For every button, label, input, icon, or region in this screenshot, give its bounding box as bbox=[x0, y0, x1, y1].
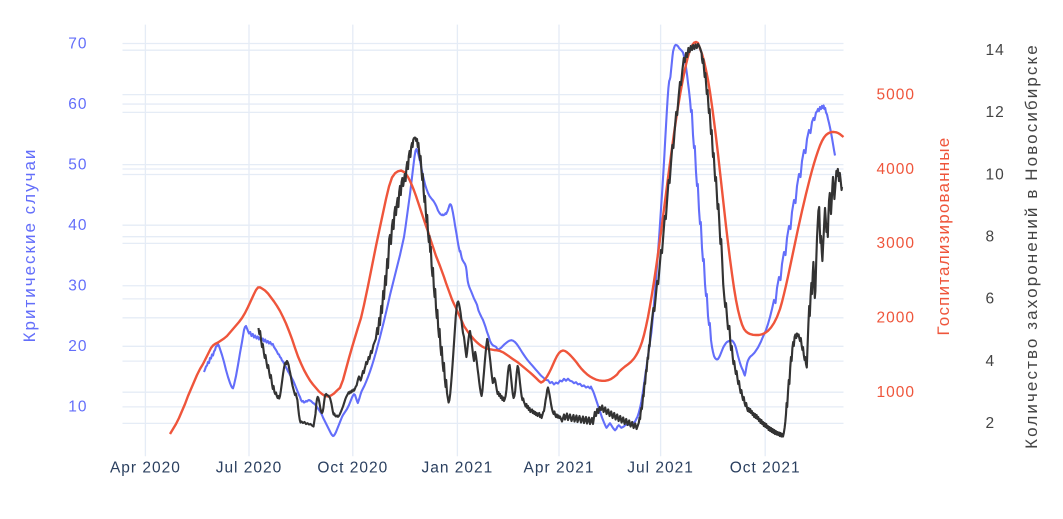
svg-text:Госпитализированные: Госпитализированные bbox=[934, 137, 953, 336]
svg-text:6: 6 bbox=[986, 291, 996, 308]
svg-text:70: 70 bbox=[68, 35, 87, 52]
svg-text:4: 4 bbox=[986, 353, 996, 370]
svg-text:Jan 2021: Jan 2021 bbox=[422, 460, 494, 477]
svg-text:Jul 2020: Jul 2020 bbox=[216, 460, 283, 477]
svg-text:14: 14 bbox=[986, 42, 1005, 59]
svg-text:Apr 2020: Apr 2020 bbox=[110, 460, 181, 477]
svg-text:5000: 5000 bbox=[877, 86, 915, 103]
svg-text:2000: 2000 bbox=[877, 310, 915, 327]
svg-text:20: 20 bbox=[68, 338, 87, 355]
svg-text:2: 2 bbox=[986, 415, 996, 432]
svg-text:Oct 2021: Oct 2021 bbox=[730, 460, 801, 477]
svg-text:Критические случаи: Критические случаи bbox=[20, 148, 39, 343]
svg-text:50: 50 bbox=[68, 156, 87, 173]
svg-text:40: 40 bbox=[68, 217, 87, 234]
svg-text:30: 30 bbox=[68, 278, 87, 295]
svg-text:Apr 2021: Apr 2021 bbox=[524, 460, 595, 477]
svg-text:4000: 4000 bbox=[877, 161, 915, 178]
svg-text:Oct 2020: Oct 2020 bbox=[317, 460, 388, 477]
svg-text:12: 12 bbox=[986, 104, 1005, 121]
svg-text:Количество захоронений в Новос: Количество захоронений в Новосибирске bbox=[1022, 43, 1041, 449]
svg-text:10: 10 bbox=[68, 399, 87, 416]
svg-text:3000: 3000 bbox=[877, 235, 915, 252]
svg-text:1000: 1000 bbox=[877, 384, 915, 401]
svg-text:10: 10 bbox=[986, 166, 1005, 183]
svg-text:60: 60 bbox=[68, 96, 87, 113]
svg-text:8: 8 bbox=[986, 229, 996, 246]
svg-text:Jul 2021: Jul 2021 bbox=[627, 460, 694, 477]
